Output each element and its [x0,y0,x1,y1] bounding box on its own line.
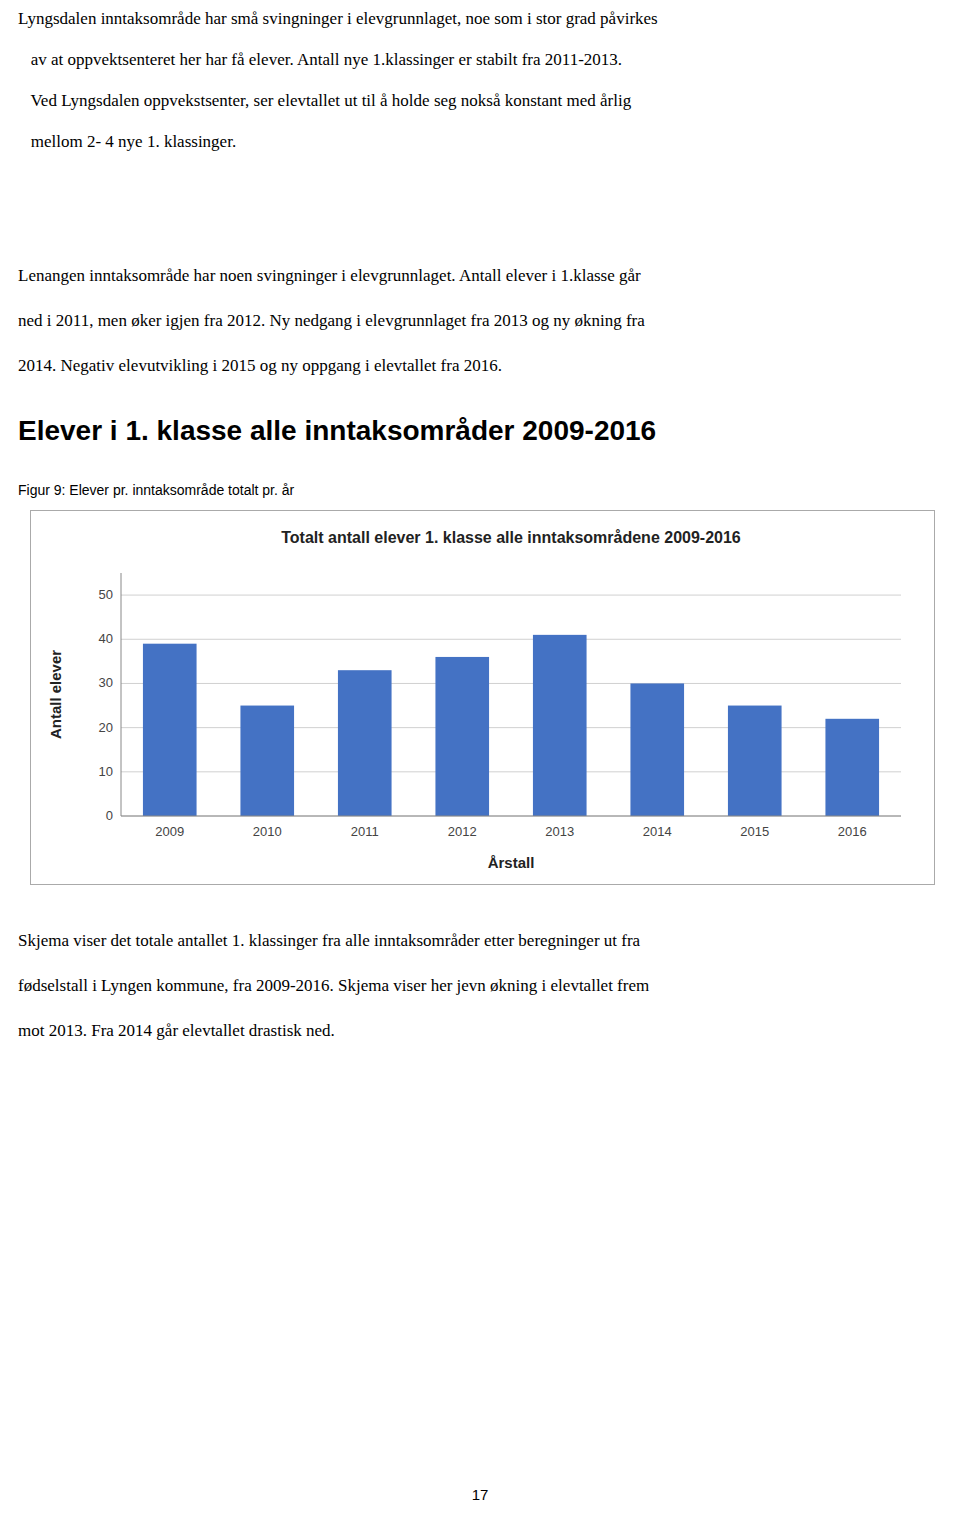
y-tick-label: 20 [99,720,113,735]
bar [435,657,489,816]
x-tick-label: 2011 [351,824,379,839]
y-tick-label: 40 [99,631,113,646]
y-axis-label: Antall elever [47,650,64,739]
x-tick-label: 2012 [448,824,477,839]
bar [240,706,294,816]
x-tick-label: 2014 [643,824,672,839]
page-number: 17 [0,1486,960,1503]
body-text-line: Lyngsdalen inntaksområde har små svingni… [18,8,658,30]
body-text-line: Ved Lyngsdalen oppvekstsenter, ser elevt… [18,90,631,112]
body-text-line: Skjema viser det totale antallet 1. klas… [18,930,640,952]
x-tick-label: 2009 [155,824,184,839]
page: Lyngsdalen inntaksområde har små svingni… [0,0,960,1528]
bar [728,706,782,816]
grid-line [121,771,901,772]
y-tick-label: 10 [99,764,113,779]
bar [630,683,684,816]
y-tick-label: 50 [99,587,113,602]
grid-line [121,727,901,728]
grid-line [121,595,901,596]
body-text-line: mot 2013. Fra 2014 går elevtallet drasti… [18,1020,335,1042]
chart: Totalt antall elever 1. klasse alle innt… [31,511,934,884]
y-axis-line [121,573,122,816]
body-text-line: fødselstall i Lyngen kommune, fra 2009-2… [18,975,649,997]
grid-line [121,639,901,640]
bar [533,635,587,816]
x-tick-label: 2013 [545,824,574,839]
chart-frame: Totalt antall elever 1. klasse alle innt… [30,510,935,885]
body-text-line: 2014. Negativ elevutvikling i 2015 og ny… [18,355,502,377]
body-text-line: Lenangen inntaksområde har noen svingnin… [18,265,641,287]
body-text-line: mellom 2- 4 nye 1. klassinger. [18,131,236,153]
bar [825,719,879,816]
y-tick-label: 30 [99,675,113,690]
grid-line [121,683,901,684]
bar [338,670,392,816]
figure-caption: Figur 9: Elever pr. inntaksområde totalt… [18,482,294,498]
y-tick-label: 0 [106,808,113,823]
x-tick-label: 2016 [838,824,867,839]
y-grid [121,595,901,816]
x-tick-label: 2010 [253,824,282,839]
x-tick-label: 2015 [740,824,769,839]
chart-title: Totalt antall elever 1. klasse alle innt… [281,529,741,546]
body-text-line: av at oppvektsenteret her har få elever.… [18,49,622,71]
bar [143,644,197,816]
grid-line [121,816,901,817]
bars [143,635,879,816]
x-axis-line [121,816,901,817]
x-axis-label: Årstall [488,854,535,871]
body-text-line: ned i 2011, men øker igjen fra 2012. Ny … [18,310,645,332]
section-heading: Elever i 1. klasse alle inntaksområder 2… [18,415,656,447]
